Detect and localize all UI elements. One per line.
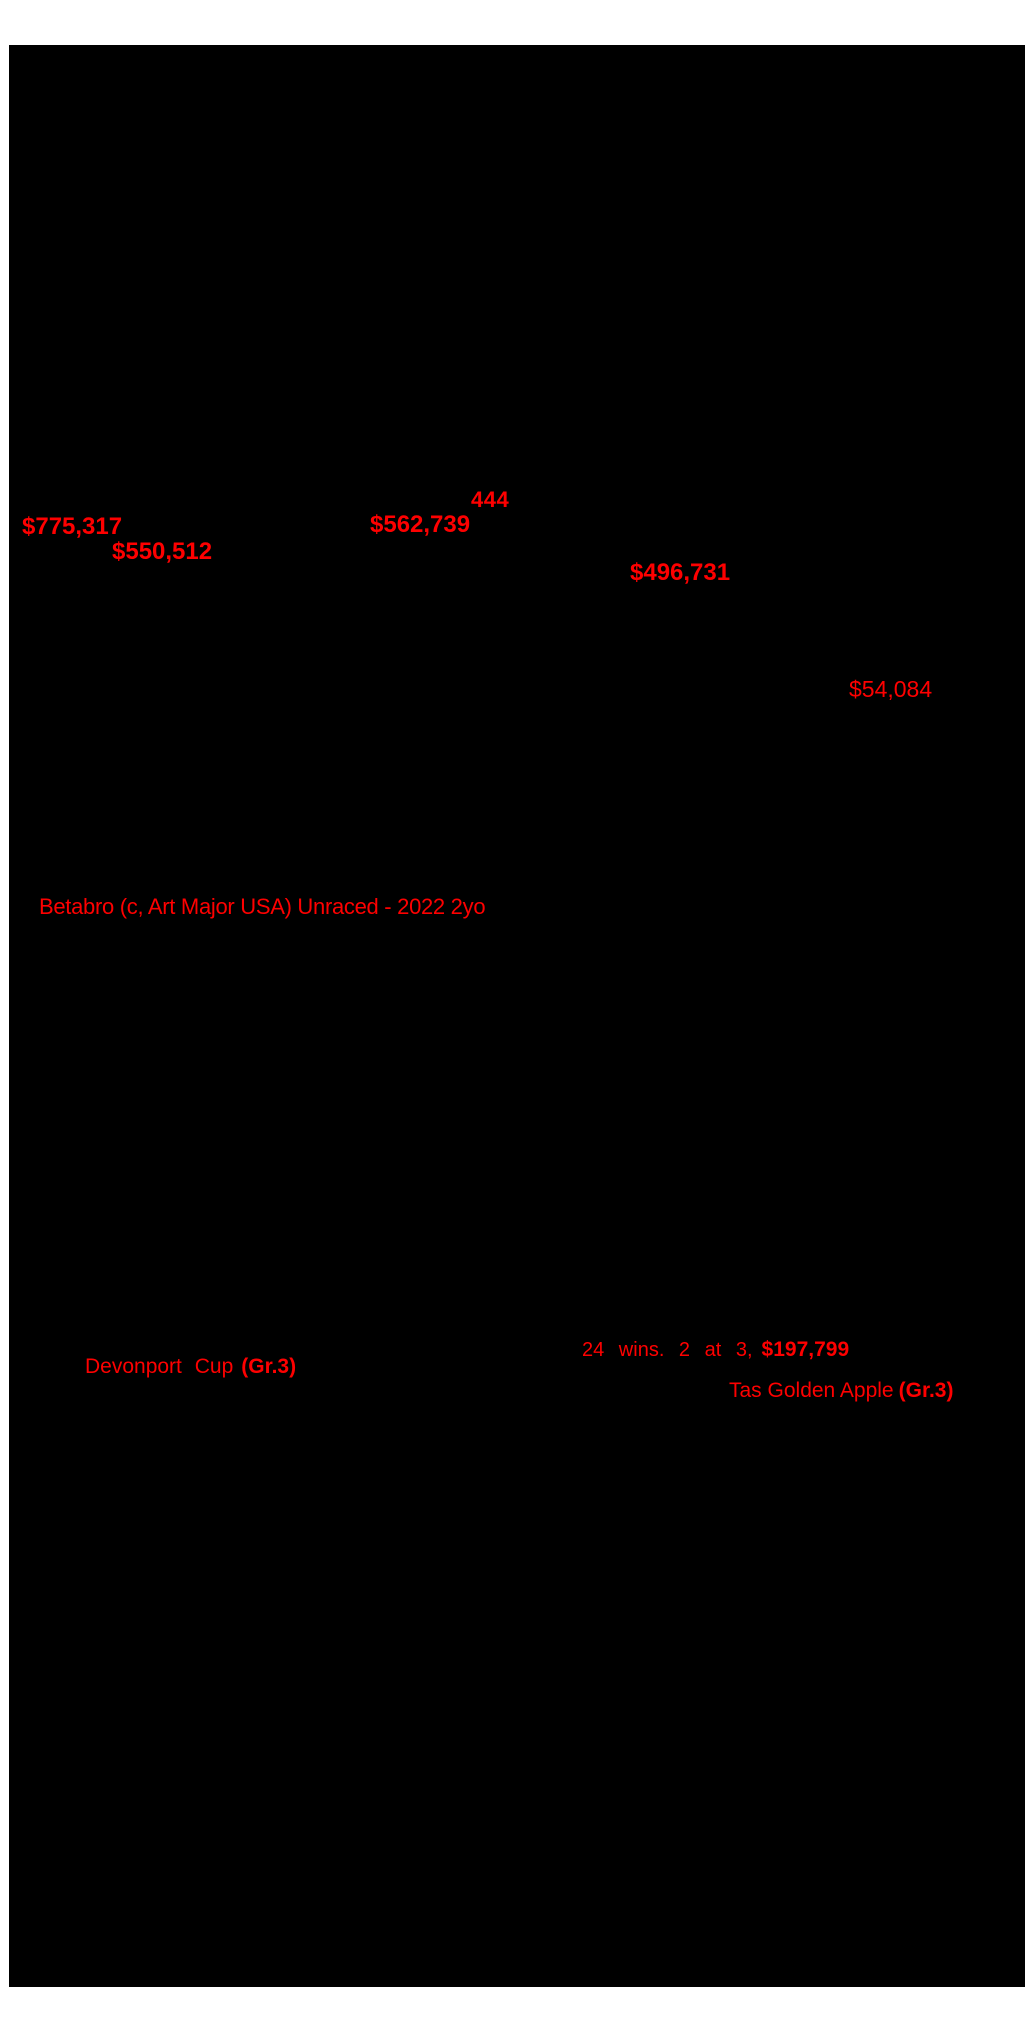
stakes-race-grade: (Gr.3) xyxy=(898,1379,954,1402)
stakes-race-name: Tas Golden Apple xyxy=(729,1379,894,1402)
lot-number: 444 xyxy=(471,487,510,512)
black-scan-panel: 444 $775,317 $562,739 $550,512 $496,731 … xyxy=(9,45,1025,1987)
earnings-annotation: $775,317 xyxy=(22,513,123,540)
progeny-note: Betabro (c, Art Major USA) Unraced - 202… xyxy=(39,894,486,919)
stakes-race-grade: (Gr.3) xyxy=(241,1355,297,1378)
stakes-race: Tas Golden Apple (Gr.3) xyxy=(729,1380,953,1401)
stakes-race-name: Devonport Cup xyxy=(85,1355,234,1378)
earnings-annotation: $562,739 xyxy=(370,511,471,538)
earnings-annotation: $550,512 xyxy=(112,538,213,565)
race-record-summary: 24 wins. 2 at 3, xyxy=(582,1339,753,1361)
earnings-annotation: $54,084 xyxy=(849,676,933,702)
earnings-annotation: $496,731 xyxy=(630,559,731,586)
race-record: 24 wins. 2 at 3, $197,799 xyxy=(582,1339,849,1360)
stakes-race: Devonport Cup (Gr.3) xyxy=(85,1356,296,1377)
race-record-earnings: $197,799 xyxy=(761,1338,850,1361)
